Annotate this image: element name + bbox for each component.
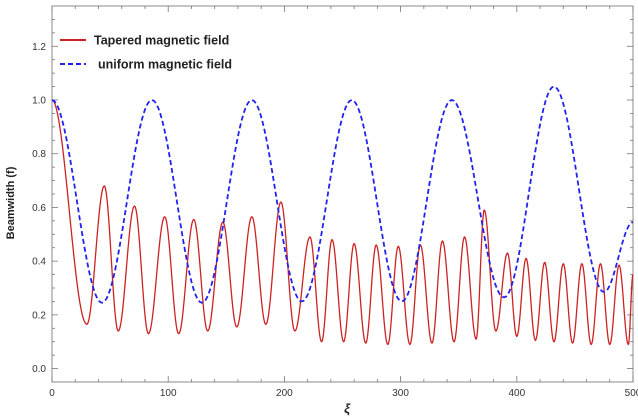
x-tick-label: 0 [49, 388, 55, 399]
series-line-tapered [51, 99, 634, 346]
y-tick-label: 1.2 [32, 42, 46, 53]
legend-label: Tapered magnetic field [94, 34, 229, 48]
legend: Tapered magnetic field uniform magnetic f… [60, 34, 232, 72]
y-tick-label: 0.6 [32, 203, 46, 214]
x-tick-label: 400 [508, 388, 525, 399]
x-tick-label: 100 [160, 388, 177, 399]
series-group [51, 85, 634, 346]
y-tick-label: 0.0 [32, 364, 46, 375]
x-axis-label: ξ [344, 401, 351, 416]
series-line-uniform [51, 85, 634, 304]
y-tick-label: 1.0 [32, 96, 46, 107]
y-tick-label: 0.8 [32, 149, 46, 160]
legend-label: uniform magnetic field [98, 58, 232, 72]
y-axis-label: Beamwidth (f) [5, 166, 17, 239]
x-tick-label: 300 [392, 388, 409, 399]
y-tick-label: 0.2 [32, 310, 46, 321]
axes: 0 100 200 300 400 500 0.0 0.2 0.4 0.6 0.8 1.0 1.2 [32, 5, 638, 399]
y-tick-label: 0.4 [32, 257, 46, 268]
x-tick-label: 200 [276, 388, 293, 399]
x-tick-label: 500 [625, 388, 638, 399]
